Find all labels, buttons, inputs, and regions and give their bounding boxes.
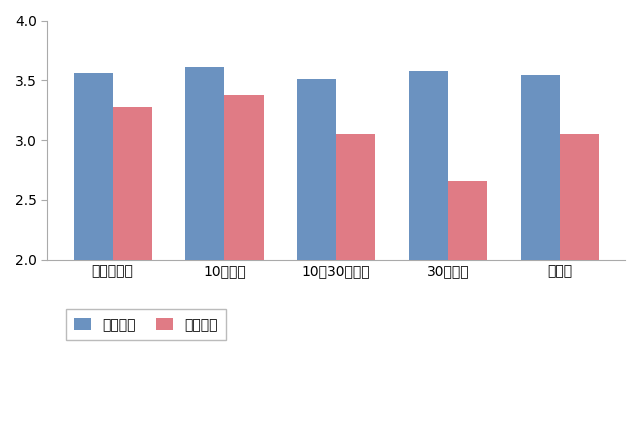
Bar [297, 79, 336, 421]
Bar [559, 134, 599, 421]
Bar [409, 71, 448, 421]
Bar [225, 95, 264, 421]
Bar [520, 75, 559, 421]
Bar [186, 67, 225, 421]
Bar [113, 107, 152, 421]
Legend: 経験なし, 経験あり: 経験なし, 経験あり [66, 309, 226, 340]
Bar [448, 181, 487, 421]
Bar [336, 134, 375, 421]
Bar [74, 73, 113, 421]
